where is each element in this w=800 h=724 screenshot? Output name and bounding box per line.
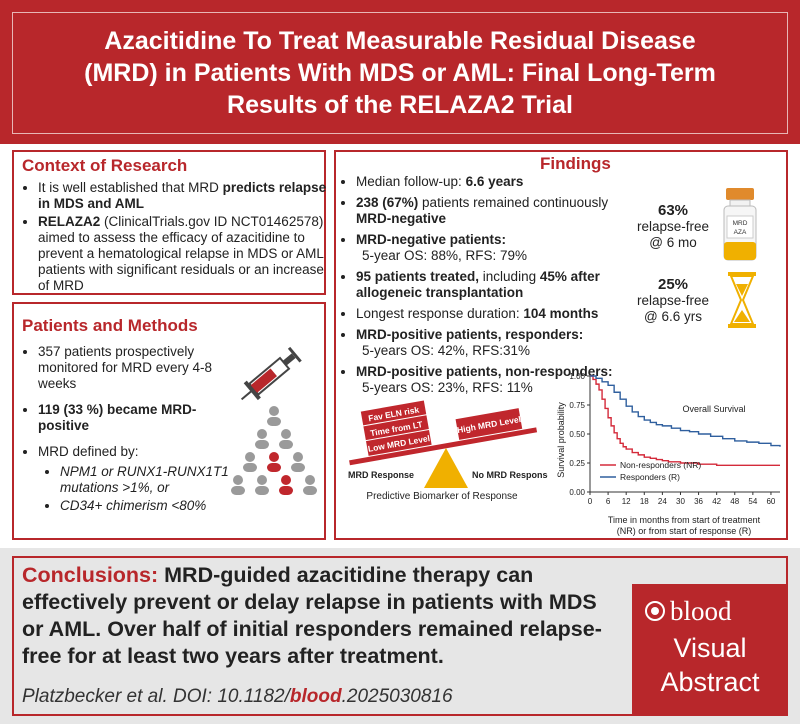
legend-label-r: Responders (R) bbox=[620, 472, 680, 482]
x-tick-label: 0 bbox=[588, 497, 593, 506]
series-line-responders bbox=[590, 375, 781, 447]
x-tick-label: 24 bbox=[658, 497, 667, 506]
methods-title: Patients and Methods bbox=[22, 316, 198, 335]
findings-panel: Findings Median follow-up: 6.6 years 238… bbox=[334, 150, 788, 540]
x-tick-label: 18 bbox=[640, 497, 649, 506]
x-tick-label: 42 bbox=[712, 497, 721, 506]
methods-bullet-3: MRD defined by: bbox=[38, 444, 213, 460]
findings-title: Findings bbox=[540, 154, 611, 173]
finding-3: MRD-negative patients:5-year OS: 88%, RF… bbox=[356, 232, 636, 264]
balance-fulcrum bbox=[424, 448, 468, 488]
methods-bullet-2: 119 (33 %) became MRD-positive bbox=[38, 402, 213, 434]
conclusion-text: Conclusions: MRD-guided azacitidine ther… bbox=[22, 562, 622, 670]
blood-visual-abstract-logo: blood Visual Abstract bbox=[632, 584, 788, 716]
stat-6mo-label-1: relapse-free bbox=[636, 219, 710, 234]
stat-66yrs-pct: 25% bbox=[657, 276, 689, 293]
methods-list: 357 patients prospectively monitored for… bbox=[24, 344, 213, 470]
blood-cell-icon bbox=[645, 601, 665, 621]
x-tick-label: 12 bbox=[622, 497, 631, 506]
methods-sub-2: CD34+ chimerism <80% bbox=[60, 498, 260, 514]
svg-text:AZA: AZA bbox=[734, 229, 747, 236]
methods-bullet-1: 357 patients prospectively monitored for… bbox=[38, 344, 213, 392]
context-panel: Context of Research It is well establish… bbox=[12, 150, 326, 295]
y-tick-label: 1.00 bbox=[569, 372, 585, 381]
methods-panel: Patients and Methods 357 patients prospe… bbox=[12, 302, 326, 540]
svg-text:MRD: MRD bbox=[733, 220, 748, 227]
x-tick-label: 6 bbox=[606, 497, 611, 506]
hourglass-icon bbox=[728, 272, 756, 328]
balance-right-label: No MRD Response bbox=[472, 470, 548, 480]
context-list: It is well established that MRD predicts… bbox=[24, 180, 330, 304]
finding-5: Longest response duration: 104 months bbox=[356, 306, 636, 322]
finding-1: Median follow-up: 6.6 years bbox=[356, 174, 636, 190]
survival-chart: 0.00 0.25 0.50 0.75 1.00 0 6 12 18 24 30 36 42 48 54 60… bbox=[556, 372, 781, 536]
conclusion-body: MRD-guided azacitidine therapy can effec… bbox=[22, 563, 602, 668]
finding-4: 95 patients treated, including 45% after… bbox=[356, 269, 636, 301]
chart-axes: 0.00 0.25 0.50 0.75 1.00 0 6 12 18 24 30 36 42 48 54 60 bbox=[569, 372, 780, 506]
citation: Platzbecker et al. DOI: 10.1182/blood.20… bbox=[22, 686, 453, 707]
context-bullet-1: It is well established that MRD predicts… bbox=[38, 180, 330, 212]
logo-visual: Visual bbox=[673, 633, 747, 663]
balance-caption: Predictive Biomarker of Response bbox=[366, 491, 518, 502]
chart-title: Overall Survival bbox=[682, 404, 745, 414]
context-bullet-2: RELAZA2 (ClinicalTrials.gov ID NCT014625… bbox=[38, 214, 330, 294]
finding-7: MRD-positive patients, non-responders:5-… bbox=[356, 364, 636, 396]
logo-abstract: Abstract bbox=[660, 667, 760, 697]
finding-6: MRD-positive patients, responders:5-year… bbox=[356, 327, 636, 359]
legend-label-nr: Non-responders (NR) bbox=[620, 460, 701, 470]
chart-series bbox=[590, 375, 781, 467]
azacitidine-vial-icon: MRD AZA bbox=[723, 188, 757, 261]
patients-group-icon bbox=[231, 406, 317, 495]
title-line-1: Azacitidine To Treat Measurable Residual… bbox=[104, 27, 696, 55]
findings-list: Median follow-up: 6.6 years 238 (67%) pa… bbox=[342, 174, 636, 401]
finding-2: 238 (67%) patients remained continuously… bbox=[356, 195, 636, 227]
conclusion-label: Conclusions: bbox=[22, 563, 159, 587]
y-tick-label: 0.25 bbox=[569, 459, 585, 468]
methods-sub-1: NPM1 or RUNX1-RUNX1T1 mutations >1%, or bbox=[60, 464, 260, 496]
blood-brand: blood bbox=[644, 595, 776, 626]
balance-left-label: MRD Response bbox=[348, 470, 414, 480]
x-tick-label: 54 bbox=[748, 497, 757, 506]
header-banner: Azacitidine To Treat Measurable Residual… bbox=[0, 0, 800, 144]
chart-ylabel: Survival probability bbox=[556, 402, 566, 478]
predictive-balance-diagram: Fav ELN risk Time from LT Low MRD Level … bbox=[348, 400, 548, 502]
methods-sublist: NPM1 or RUNX1-RUNX1T1 mutations >1%, or … bbox=[44, 464, 260, 516]
x-tick-label: 60 bbox=[766, 497, 775, 506]
series-line-non-responders bbox=[590, 375, 780, 467]
y-tick-label: 0.00 bbox=[569, 488, 585, 497]
y-tick-label: 0.75 bbox=[569, 401, 585, 410]
title-line-2: (MRD) in Patients With MDS or AML: Final… bbox=[84, 59, 716, 87]
stat-66yrs-label-2: @ 6.6 yrs bbox=[644, 309, 702, 324]
y-tick-label: 0.50 bbox=[569, 430, 585, 439]
stat-6mo-pct: 63% bbox=[657, 202, 689, 219]
stat-66yrs-label-1: relapse-free bbox=[636, 293, 710, 308]
stat-66yrs: 25% relapse-free @ 6.6 yrs bbox=[630, 276, 716, 325]
x-tick-label: 30 bbox=[676, 497, 685, 506]
blood-brand-text: blood bbox=[670, 595, 732, 626]
stat-6mo: 63% relapse-free @ 6 mo bbox=[630, 202, 716, 251]
stat-6mo-label-2: @ 6 mo bbox=[649, 235, 697, 250]
chart-xlabel-1: Time in months from start of treatment bbox=[608, 515, 761, 525]
x-tick-label: 36 bbox=[694, 497, 703, 506]
title-line-3: Results of the RELAZA2 Trial bbox=[227, 91, 573, 119]
x-tick-label: 48 bbox=[730, 497, 739, 506]
syringe-icon bbox=[240, 346, 302, 401]
header-frame: Azacitidine To Treat Measurable Residual… bbox=[12, 12, 788, 134]
chart-xlabel-2: (NR) or from start of response (R) bbox=[617, 526, 752, 536]
context-title: Context of Research bbox=[22, 156, 188, 175]
